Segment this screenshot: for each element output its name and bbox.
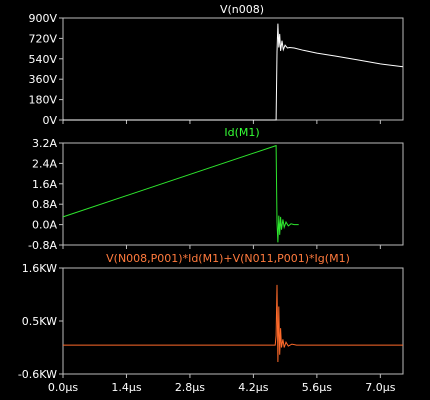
panel-power: V(N008,P001)*Id(M1)+V(N011,P001)*Ig(M1) … bbox=[18, 252, 404, 381]
panel-3-ytick-label: 1.6KW bbox=[22, 262, 57, 275]
panel-3-ytick-label: 0.5KW bbox=[22, 315, 57, 328]
panel-3-series bbox=[63, 284, 403, 363]
panel-1-series bbox=[63, 23, 404, 121]
x-axis-labels: 0.0µs 1.4µs 2.8µs 4.2µs 5.6µs 7.0µs bbox=[48, 381, 396, 394]
panel-2-ytick-label: 1.6A bbox=[32, 178, 57, 191]
panel-1-title: V(n008) bbox=[220, 3, 264, 16]
panel-2-series bbox=[62, 144, 299, 243]
x-tick-label: 5.6µs bbox=[302, 381, 332, 394]
panel-2-yaxis: -0.8A 0.0A 0.8A 1.6A 2.4A 3.2A bbox=[28, 137, 63, 252]
panel-1-ytick-label: 180V bbox=[28, 94, 57, 107]
panel-1-ytick-label: 360V bbox=[28, 73, 57, 86]
panel-2-frame bbox=[62, 142, 404, 246]
panel-v-n008: V(n008) 0V 180V 360V 540V 720V 900V bbox=[28, 3, 404, 127]
panel-1-yaxis: 0V 180V 360V 540V 720V 900V bbox=[28, 12, 63, 127]
x-tick-label: 1.4µs bbox=[111, 381, 141, 394]
panel-1-ytick-label: 540V bbox=[28, 53, 57, 66]
panel-1-ytick-label: 720V bbox=[28, 32, 57, 45]
x-tick-label: 4.2µs bbox=[238, 381, 268, 394]
x-tick-label: 0.0µs bbox=[48, 381, 78, 394]
panel-3-title: V(N008,P001)*Id(M1)+V(N011,P001)*Ig(M1) bbox=[106, 252, 350, 265]
panel-1-ytick-label: 0V bbox=[42, 114, 57, 127]
panel-2-ytick-label: 3.2A bbox=[32, 137, 57, 150]
panel-2-ytick-label: -0.8A bbox=[28, 239, 57, 252]
panel-2-ytick-label: 2.4A bbox=[32, 157, 57, 170]
panel-2-xticks bbox=[62, 245, 381, 249]
x-tick-label: 7.0µs bbox=[365, 381, 395, 394]
x-tick-label: 2.8µs bbox=[175, 381, 205, 394]
panel-1-xticks bbox=[62, 120, 381, 124]
panel-3-yaxis: -0.6KW 0.5KW 1.6KW bbox=[18, 262, 63, 381]
panel-2-title: Id(M1) bbox=[224, 126, 259, 139]
panel-3-ytick-label: -0.6KW bbox=[18, 368, 57, 381]
panel-1-ytick-label: 900V bbox=[28, 12, 57, 25]
panel-2-ytick-label: 0.8A bbox=[32, 198, 57, 211]
panel-3-xticks bbox=[62, 374, 381, 378]
panel-2-ytick-label: 0.0A bbox=[32, 219, 57, 232]
panel-id-m1: Id(M1) -0.8A 0.0A 0.8A 1.6A 2.4A 3.2A bbox=[28, 126, 404, 252]
